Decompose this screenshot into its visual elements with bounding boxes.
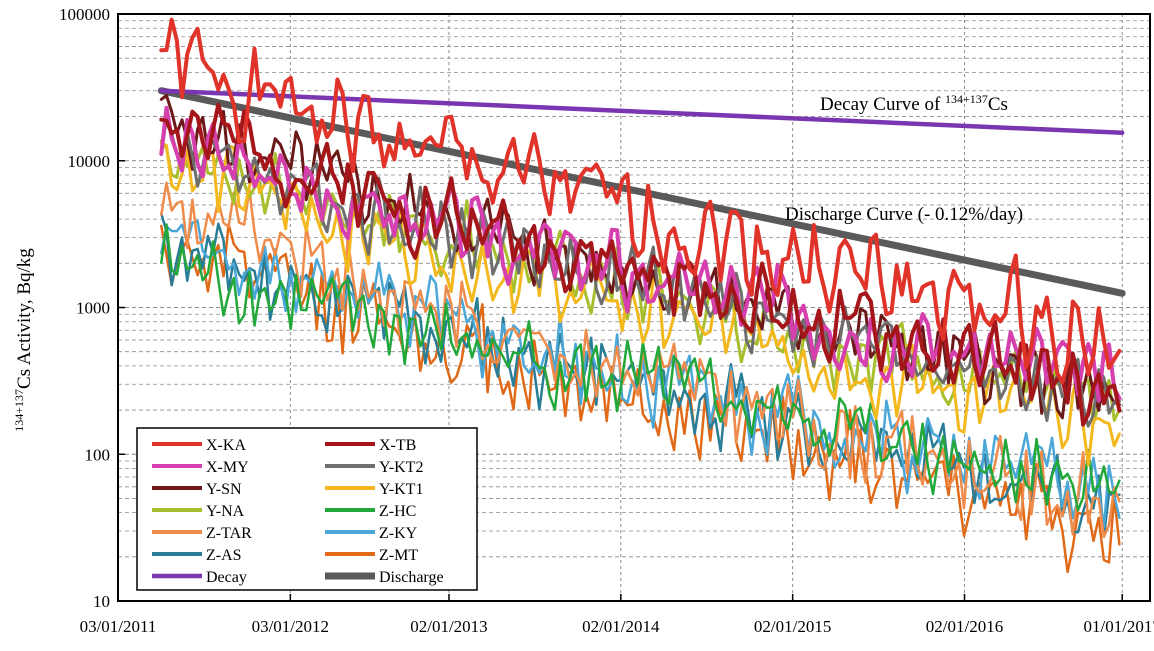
series-line-x-ka: [159, 17, 1122, 385]
y-tick-label: 100000: [59, 5, 110, 24]
x-tick-label: 03/01/2012: [252, 617, 329, 636]
series-line-z-hc: [160, 223, 1121, 512]
legend-label-y-kt1: Y-KT1: [379, 481, 423, 498]
x-tick-label: 02/01/2016: [926, 617, 1003, 636]
x-tick-label: 02/01/2015: [754, 617, 831, 636]
legend-label-discharge: Discharge: [379, 569, 444, 586]
x-tick-label: 02/01/2013: [410, 617, 487, 636]
legend-label-z-hc: Z-HC: [379, 503, 416, 520]
y-axis-ticks: 10 100 1000 10000 100000: [59, 5, 125, 611]
x-tick-label: 02/01/2014: [582, 617, 660, 636]
legend-label-z-mt: Z-MT: [379, 547, 418, 564]
y-tick-label: 10: [93, 592, 110, 611]
series-line-z-mt: [160, 223, 1121, 574]
y-tick-label: 1000: [76, 299, 110, 318]
legend-label-z-as: Z-AS: [206, 547, 242, 564]
x-axis-ticks: 03/01/2011 03/01/2012 02/01/2013 02/01/2014…: [80, 594, 1154, 636]
y-axis-label-superscript: 134+137: [12, 389, 26, 432]
x-tick-label: 01/01/2017: [1083, 617, 1154, 636]
x-tick-label: 03/01/2011: [80, 617, 157, 636]
decay-annotation-superscript: 134+137: [945, 92, 988, 106]
legend-label-y-na: Y-NA: [206, 503, 245, 520]
legend-label-y-sn: Y-SN: [206, 481, 242, 498]
legend: X-KA X-TB X-MY Y-KT2 Y-SN Y-KT1 Y-NA Z-HC Z-TAR Z…: [136, 427, 478, 591]
legend-label-y-kt2: Y-KT2: [379, 459, 423, 476]
series-lines: [157, 17, 1126, 574]
series-line-decay: [159, 88, 1125, 136]
decay-annotation-suffix: Cs: [988, 94, 1008, 115]
legend-label-x-tb: X-TB: [379, 437, 416, 454]
decay-annotation-prefix: Decay Curve of: [820, 94, 945, 115]
series-line-x-tb: [159, 102, 1122, 427]
legend-label-z-tar: Z-TAR: [206, 525, 252, 542]
y-axis-label-main: Cs Activity, Bq/kg: [14, 248, 35, 389]
decay-curve-annotation: Decay Curve of 134+137Cs: [820, 92, 1008, 115]
y-tick-label: 100: [85, 445, 111, 464]
legend-label-x-ka: X-KA: [206, 437, 246, 454]
y-axis-label: 134+137Cs Activity, Bq/kg: [12, 248, 35, 432]
legend-label-z-ky: Z-KY: [379, 525, 418, 542]
y-tick-label: 10000: [68, 152, 111, 171]
legend-label-decay: Decay: [206, 569, 247, 586]
discharge-curve-annotation: Discharge Curve (- 0.12%/day): [785, 204, 1023, 225]
legend-label-x-my: X-MY: [206, 459, 249, 476]
series-line-y-kt1: [159, 141, 1121, 467]
